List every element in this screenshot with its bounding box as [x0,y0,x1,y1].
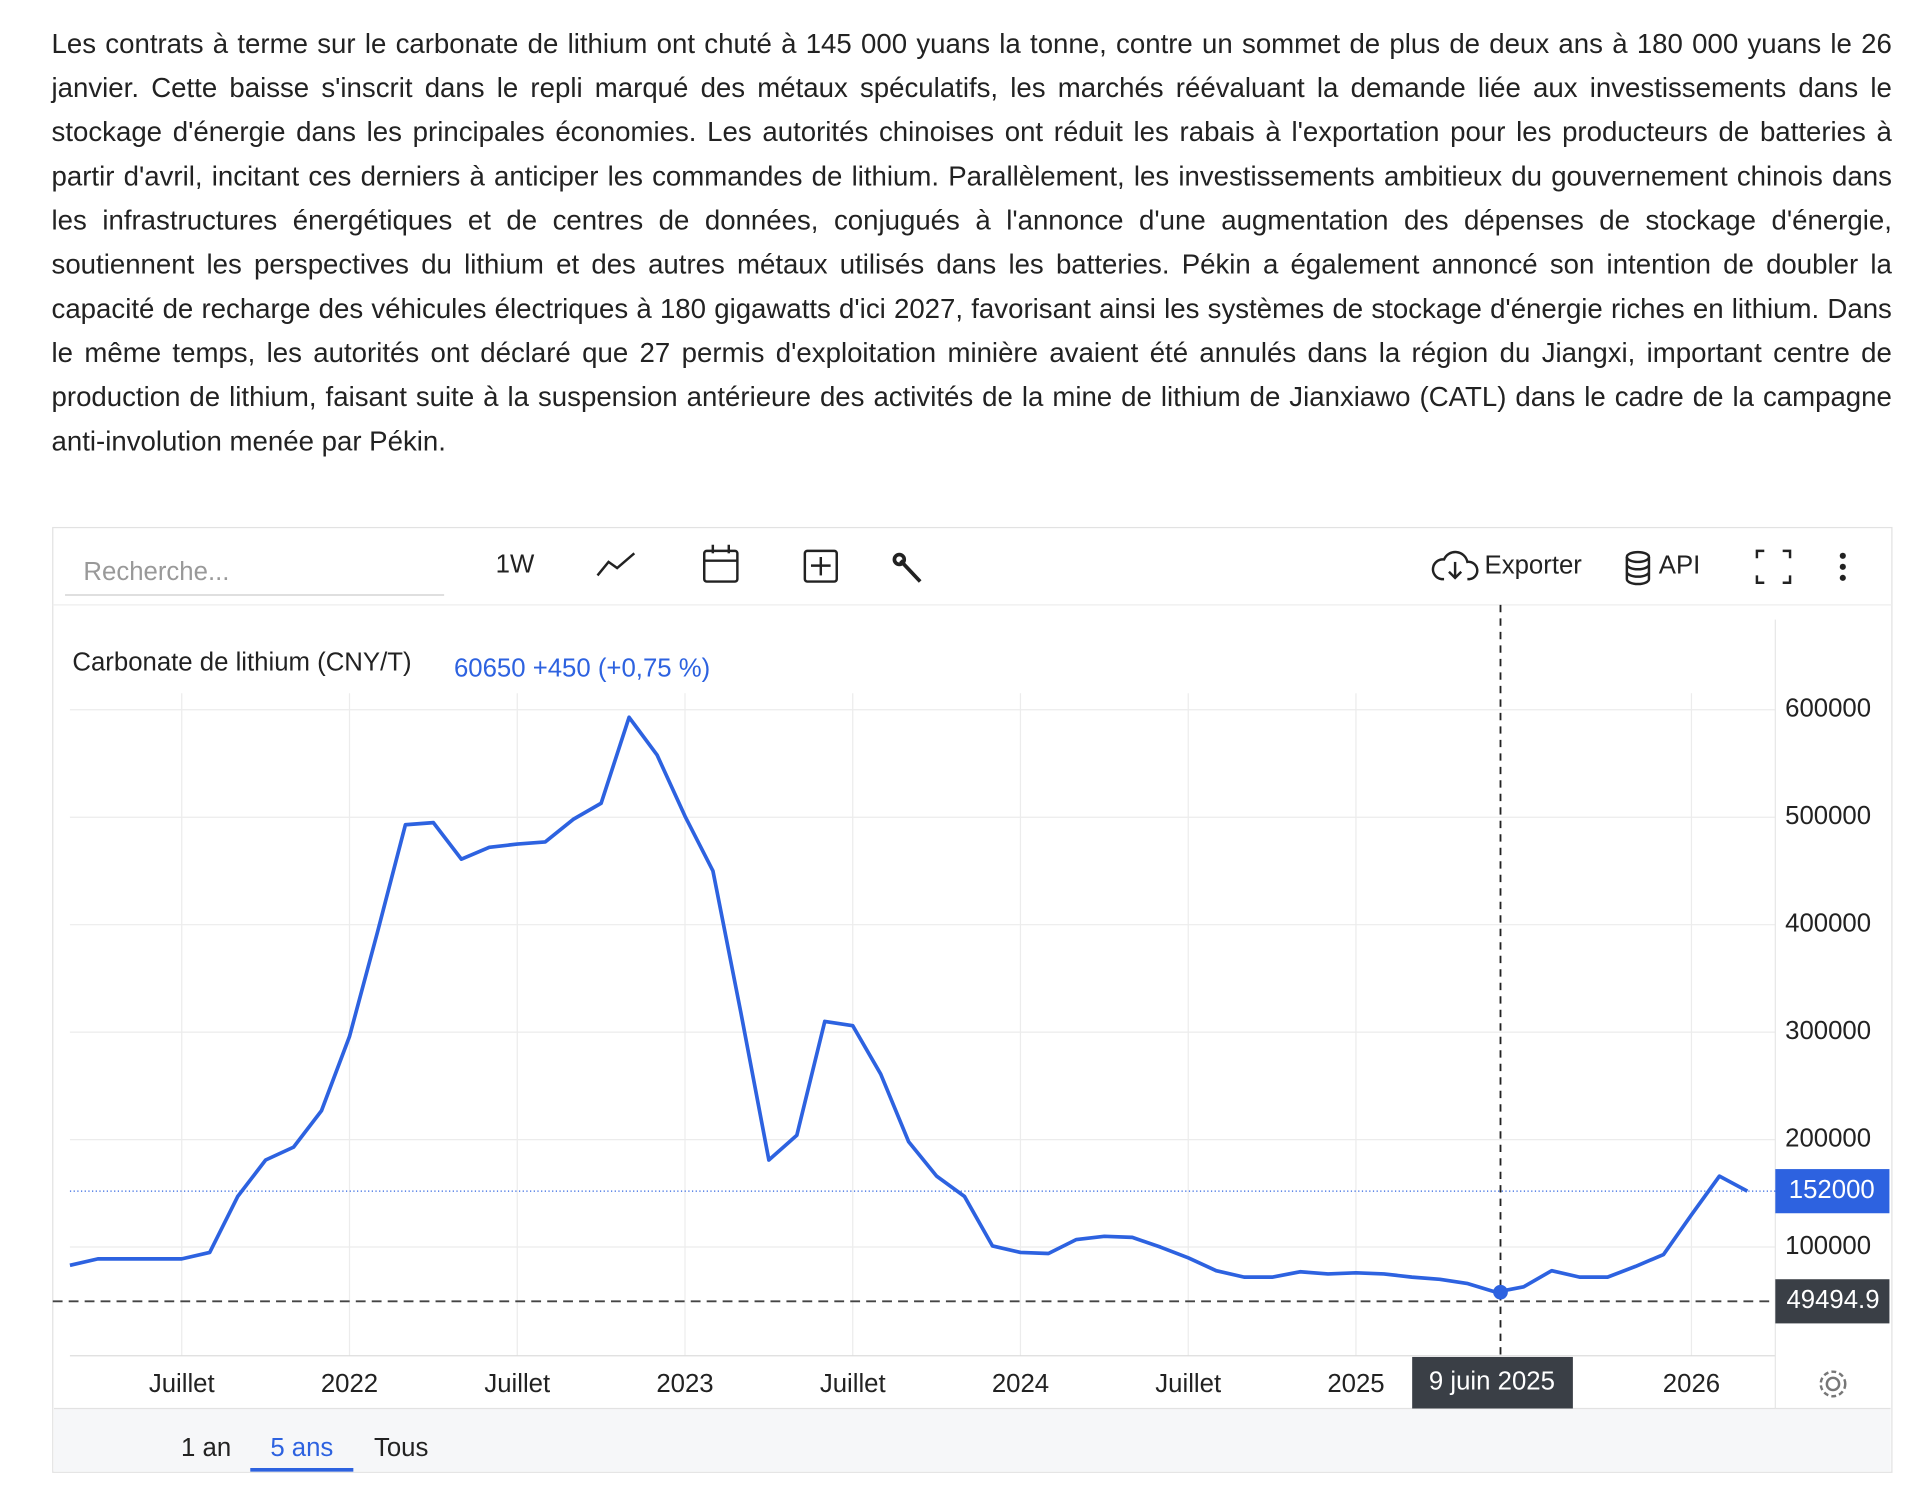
range-button[interactable]: 1 an [181,1434,231,1462]
export-button[interactable]: Exporter [1485,552,1583,580]
x-tick-label: Juillet [149,1370,215,1398]
article-paragraph: Les contrats à terme sur le carbonate de… [51,28,1892,457]
x-tick-label: 2023 [656,1370,713,1398]
crosshair-date-box [1412,1356,1573,1409]
x-tick-label: Juillet [1155,1370,1221,1398]
fullscreen-icon[interactable] [1755,549,1792,585]
crosshair-dot [1493,1284,1508,1300]
search-input[interactable]: Recherche... [83,558,229,586]
y-tick-label: 300000 [1785,1017,1871,1045]
menu-icon[interactable] [1839,552,1846,581]
compare-icon[interactable] [803,549,838,583]
export-icon[interactable] [1431,550,1479,581]
range-bar [53,1408,1891,1472]
range-button[interactable]: Tous [374,1434,428,1462]
x-tick-label: 2022 [321,1370,378,1398]
chart-type-icon[interactable] [596,552,636,577]
series-name: Carbonate de lithium (CNY/T) [72,649,411,677]
x-tick-label: 2025 [1327,1370,1384,1398]
crosshair-value-label: 49494.9 [1786,1286,1879,1314]
x-tick-label: 2026 [1663,1370,1720,1398]
range-button[interactable]: 5 ans [270,1434,333,1462]
settings-icon[interactable] [1819,1370,1847,1398]
crosshair-date-label: 9 juin 2025 [1429,1368,1555,1396]
x-tick-label: Juillet [484,1370,550,1398]
y-tick-label: 400000 [1785,909,1871,937]
tools-icon[interactable] [892,552,922,583]
interval-button[interactable]: 1W [496,550,535,578]
quote: 60650 +450 (+0,75 %) [454,655,710,683]
y-tick-label: 500000 [1785,802,1871,830]
api-icon[interactable] [1625,550,1651,586]
y-tick-label: 100000 [1785,1232,1871,1260]
last-price-label: 152000 [1789,1176,1875,1204]
calendar-icon[interactable] [703,544,739,583]
last-price-box [1775,1169,1890,1214]
x-tick-label: 2024 [992,1370,1049,1398]
x-tick-label: Juillet [820,1370,886,1398]
crosshair-value-box [1775,1279,1890,1324]
api-button[interactable]: API [1659,552,1701,580]
series-line [69,715,1749,1295]
y-tick-label: 200000 [1785,1124,1871,1152]
y-tick-label: 600000 [1785,695,1871,723]
